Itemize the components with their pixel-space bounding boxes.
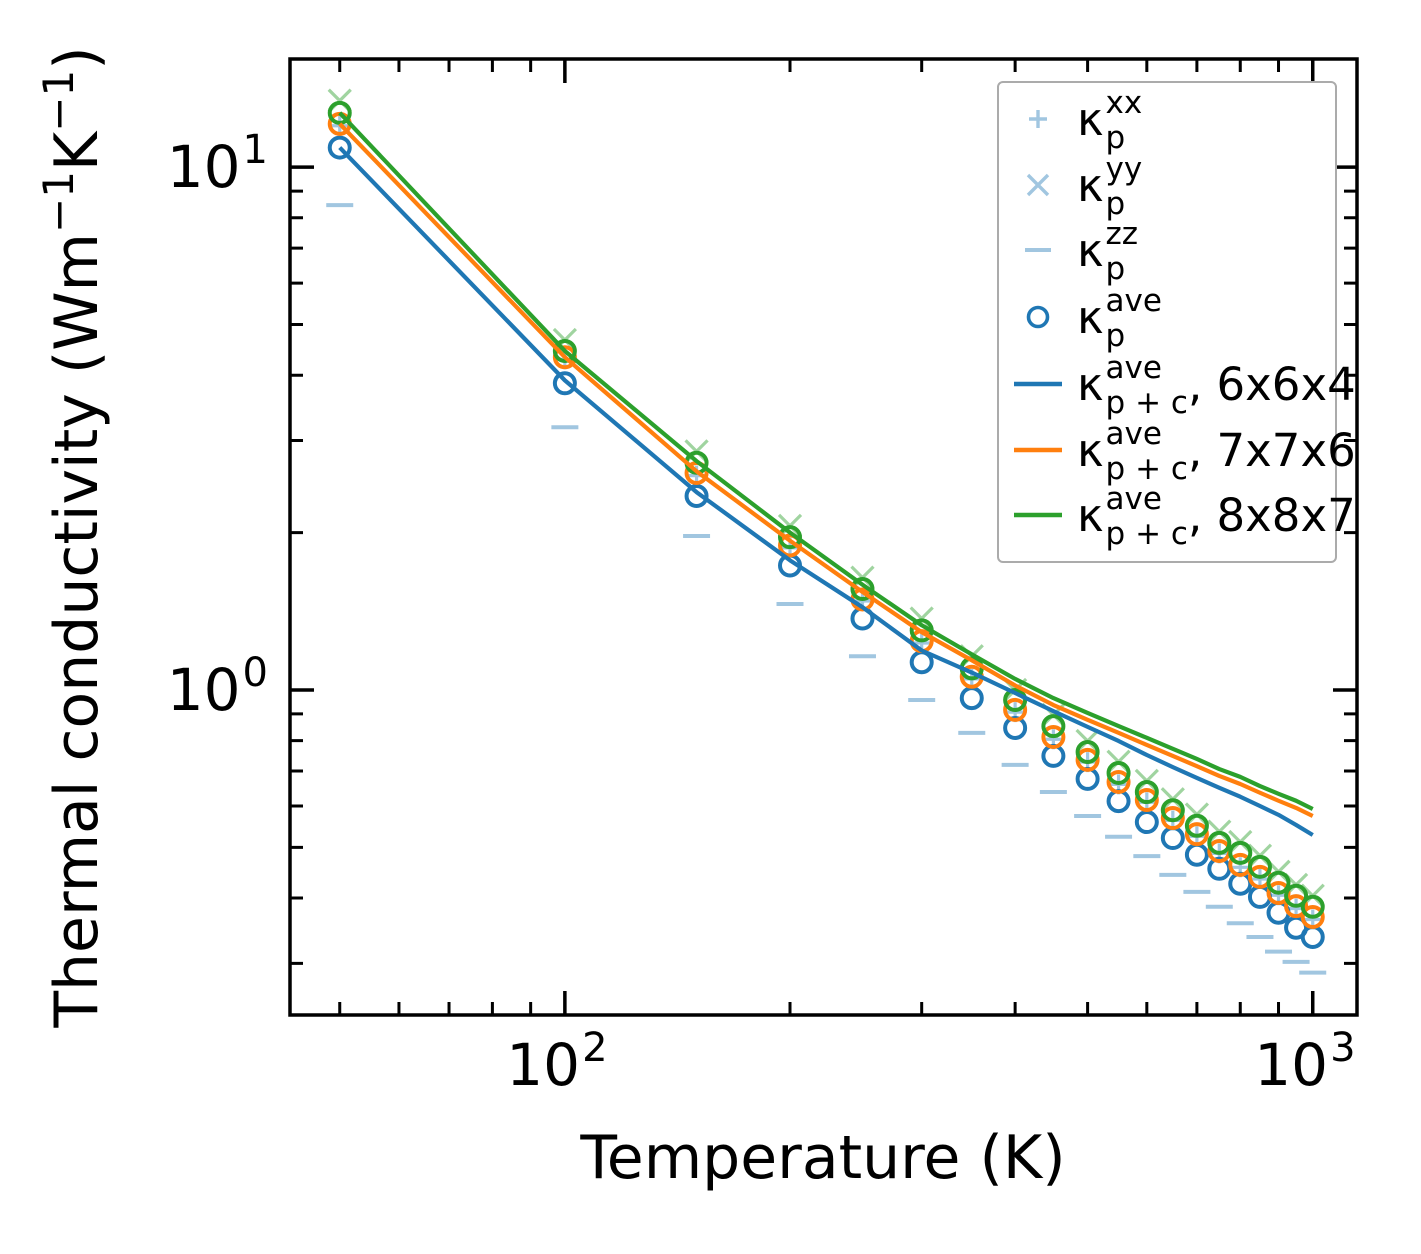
plus-marker-icon — [1007, 95, 1069, 143]
marker-kp_ave_8x8x7 — [778, 525, 803, 550]
marker-kp_ave_6x6x4 — [327, 135, 352, 160]
legend-label: κ ave p + c, 6x6x4 — [1077, 350, 1356, 421]
marker-kp_ave_7x7x6 — [1106, 769, 1131, 794]
marker-kp_ave_8x8x7 — [1184, 813, 1209, 838]
marker-kp_ave_7x7x6 — [1184, 822, 1209, 847]
marker-kp_ave_8x8x7 — [1075, 740, 1100, 765]
marker-kp_ave_7x7x6 — [1160, 806, 1185, 831]
legend-item-kp-ave: κ ave p — [1007, 283, 1162, 354]
marker-kp_ave_8x8x7 — [1284, 883, 1309, 908]
markers-kp_zz — [326, 203, 1327, 975]
legend-item-kp-zz: κ zz p — [1007, 216, 1139, 287]
legend-item-kp-xx: κ xx p — [1007, 85, 1143, 156]
marker-kp_ave_8x8x7 — [1247, 854, 1272, 879]
x-tick-label-10e3: 103 — [1254, 1025, 1356, 1099]
y-axis-label: Thermal conductivity (Wm−1K−1) — [34, 46, 112, 1028]
x-marker-icon — [1007, 161, 1069, 209]
marker-kp_ave_6x6x4 — [1160, 826, 1185, 851]
y-tick-label-10e0: 100 — [166, 650, 268, 724]
marker-kp_ave_6x6x4 — [1184, 842, 1209, 867]
y-tick-label-10e1: 101 — [166, 127, 268, 201]
marker-kp_ave_8x8x7 — [1160, 798, 1185, 823]
marker-kp_ave_8x8x7 — [1266, 870, 1291, 895]
marker-kp_ave_7x7x6 — [1075, 747, 1100, 772]
marker-kp_ave_8x8x7 — [1134, 780, 1159, 805]
orange-line-icon — [1007, 426, 1069, 474]
marker-kp_ave_7x7x6 — [1284, 894, 1309, 919]
marker-kp_ave_8x8x7 — [1106, 760, 1131, 785]
marker-kp_ave_8x8x7 — [1228, 840, 1253, 865]
marker-kp_ave_6x6x4 — [684, 483, 709, 508]
line-kp_plus_c_ave_7x7x6 — [338, 122, 1314, 818]
legend-label: κ yy p — [1077, 151, 1143, 222]
green-line-icon — [1007, 491, 1069, 539]
legend-label: κ zz p — [1077, 216, 1139, 287]
legend-label: κ ave p — [1077, 283, 1162, 354]
marker-kp_ave_6x6x4 — [959, 686, 984, 711]
x-tick-label-10e2: 102 — [506, 1025, 608, 1099]
axes-spines — [288, 57, 1359, 1017]
legend-item-kpc-7x7x6: κ ave p + c, 7x7x6 — [1007, 416, 1356, 487]
marker-kp_ave_8x8x7 — [327, 100, 352, 125]
legend-label: κ xx p — [1077, 85, 1143, 156]
legend-box: κ xx p κ yy p κ zz p κ ave p — [997, 81, 1356, 563]
marker-kp_ave_7x7x6 — [1041, 725, 1066, 750]
dash-marker-icon — [1007, 226, 1069, 274]
marker-kp_ave_8x8x7 — [1041, 714, 1066, 739]
legend-label: κ ave p + c, 7x7x6 — [1077, 416, 1356, 487]
blue-line-icon — [1007, 360, 1069, 408]
marker-kp_ave_7x7x6 — [1134, 788, 1159, 813]
legend-item-kpc-6x6x4: κ ave p + c, 6x6x4 — [1007, 350, 1356, 421]
x-axis-label: Temperature (K) — [580, 1123, 1066, 1193]
circle-marker-icon — [1007, 293, 1069, 341]
marker-kp_ave_6x6x4 — [552, 371, 577, 396]
legend-item-kpc-8x8x7: κ ave p + c, 8x8x7 — [1007, 481, 1356, 552]
legend-label: κ ave p + c, 8x8x7 — [1077, 481, 1356, 552]
marker-kp_ave_7x7x6 — [1003, 697, 1028, 722]
marker-kp_ave_6x6x4 — [1134, 810, 1159, 835]
marker-kp_ave_6x6x4 — [1300, 924, 1325, 949]
minor-ticks — [290, 59, 1357, 1015]
marker-kp_ave_8x8x7 — [1207, 830, 1232, 855]
major-ticks — [290, 59, 1357, 1015]
marker-kp_ave_8x8x7 — [1300, 894, 1325, 919]
line-kp_plus_c_ave_8x8x7 — [338, 111, 1314, 811]
marker-kp_ave_7x7x6 — [1300, 904, 1325, 929]
line-kp_plus_c_ave_6x6x4 — [338, 146, 1314, 837]
marker-kp_ave_8x8x7 — [552, 338, 577, 363]
legend-item-kp-yy: κ yy p — [1007, 151, 1143, 222]
